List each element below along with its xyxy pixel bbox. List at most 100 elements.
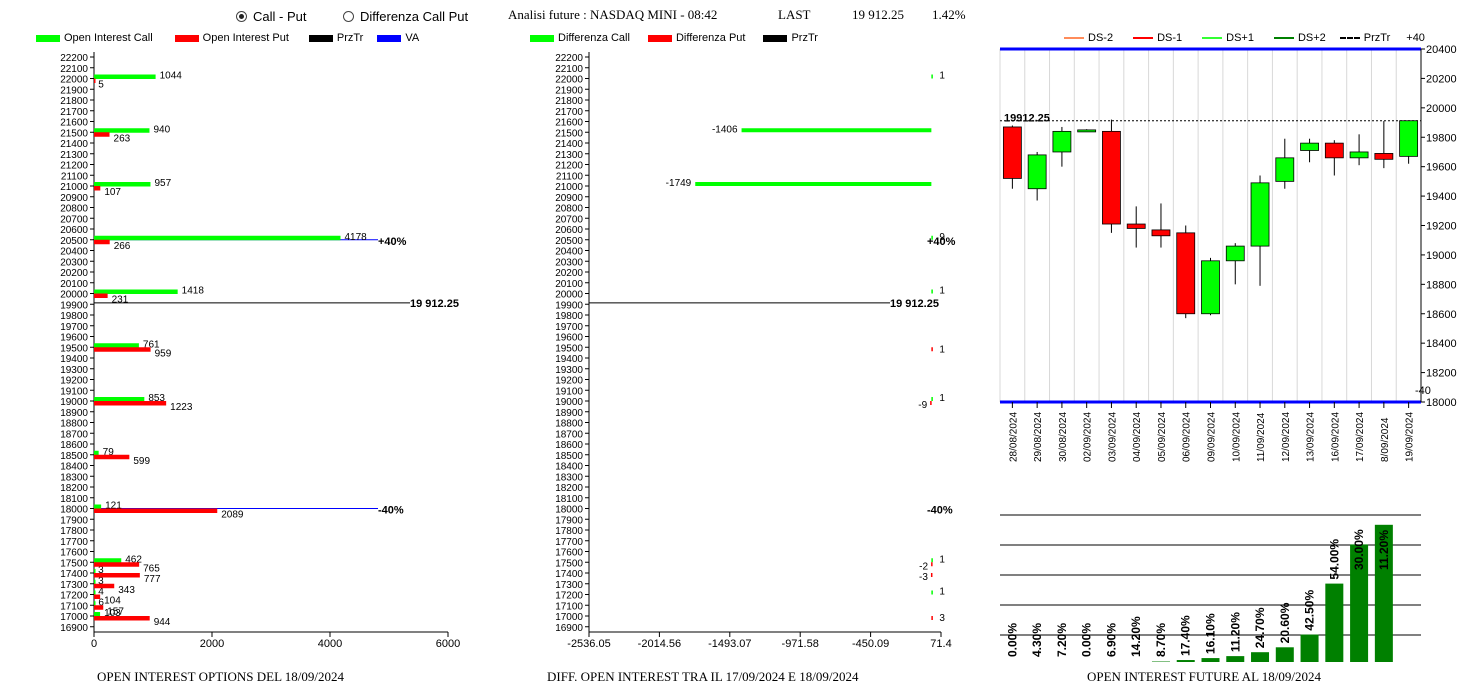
radio-selected-icon[interactable] — [236, 11, 247, 22]
y-tick-label-1: 20100 — [60, 279, 88, 290]
call-value-label: 462 — [125, 554, 142, 565]
y-tick-label-2: 19500 — [555, 343, 583, 354]
future-oi-bar — [1374, 524, 1393, 662]
prztr-label-1: 19 912.25 — [410, 298, 459, 310]
future-oi-label: 24.70% — [1253, 607, 1267, 648]
y-tick-label-2: 20900 — [555, 193, 583, 204]
y-tick-label-2: 20800 — [555, 204, 583, 215]
diff-call-label: 9 — [939, 232, 945, 243]
x-tick-label-1: 6000 — [436, 638, 460, 650]
radio-differenza[interactable]: Differenza Call Put — [343, 9, 468, 24]
call-value-label: 1418 — [182, 286, 205, 297]
x-tick-label-3: 13/09/2024 — [1306, 412, 1317, 462]
y-tick-label-2: 19100 — [555, 386, 583, 397]
y-tick-label-1: 19400 — [60, 354, 88, 365]
legend-panel2: Differenza Call Differenza Put PrzTr — [530, 32, 818, 44]
diff-call-bar — [695, 182, 932, 186]
y-tick-label-2: 22100 — [555, 64, 583, 75]
call-value-label: 3 — [98, 576, 104, 587]
put-value-label: 599 — [133, 456, 150, 467]
x-tick-label-3: 04/09/2024 — [1132, 412, 1143, 462]
radio-call-put[interactable]: Call - Put — [236, 9, 306, 24]
future-oi-label: 42.50% — [1303, 590, 1317, 631]
future-oi-bar — [1325, 583, 1344, 662]
y-tick-label-1: 18300 — [60, 472, 88, 483]
y-tick-label-2: 18200 — [555, 483, 583, 494]
legend-line-ds-m2 — [1064, 37, 1084, 39]
y-tick-label-2: 18300 — [555, 472, 583, 483]
put-value-label: 2089 — [221, 510, 244, 521]
x-tick-label-2: -2536.05 — [567, 638, 610, 650]
put-value-label: 266 — [114, 241, 131, 252]
x-tick-label-3: 17/09/2024 — [1355, 412, 1366, 462]
call-bar — [94, 569, 96, 574]
legend-put-label: Open Interest Put — [202, 32, 289, 44]
y-tick-label-1: 21800 — [60, 96, 88, 107]
y-tick-label-1: 20800 — [60, 204, 88, 215]
header-last-value: 19 912.25 — [852, 7, 904, 22]
future-oi-bar — [1251, 652, 1270, 662]
y-tick-label-2: 18700 — [555, 429, 583, 440]
call-bar — [94, 450, 99, 456]
x-tick-label-2: -971.58 — [782, 638, 819, 650]
diff-put-bar — [930, 401, 932, 405]
y-tick-label-2: 19400 — [555, 354, 583, 365]
x-tick-label-3: 09/09/2024 — [1207, 412, 1218, 462]
call-bar — [94, 590, 96, 595]
x-tick-label-3: 12/09/2024 — [1281, 412, 1292, 462]
y-tick-label-2: 21400 — [555, 139, 583, 150]
put-bar — [94, 616, 150, 621]
radio-unselected-icon[interactable] — [343, 11, 354, 22]
y-tick-label-2: 17900 — [555, 515, 583, 526]
legend-prztr2-label: PrzTr — [791, 32, 818, 44]
candle-body — [1201, 260, 1220, 315]
candle-body — [1324, 142, 1344, 159]
put-bar — [94, 347, 151, 352]
y-tick-label-1: 19600 — [60, 333, 88, 344]
call-value-label: 4178 — [345, 232, 368, 243]
y-tick-label-1: 18100 — [60, 494, 88, 505]
y-tick-label-3: 19400 — [1426, 191, 1457, 203]
y-tick-label-2: 21100 — [556, 171, 584, 182]
y-tick-label-1: 19100 — [60, 386, 88, 397]
call-value-label: 3 — [98, 565, 104, 576]
y-tick-label-1: 18400 — [60, 462, 88, 473]
y-tick-label-2: 17800 — [555, 526, 583, 537]
y-tick-label-3: 19600 — [1426, 162, 1457, 174]
candle-body — [1275, 157, 1295, 182]
candle-body — [1151, 229, 1171, 237]
legend-line-prztr3 — [1339, 37, 1360, 39]
diff-call-label: 1 — [939, 554, 945, 565]
y-tick-label-2: 21200 — [555, 161, 583, 172]
x-tick-label-3: 05/09/2024 — [1157, 412, 1168, 462]
x-tick-label-3: 06/09/2024 — [1182, 412, 1193, 462]
future-oi-label: 30.00% — [1352, 529, 1366, 570]
diff-put-label: -3 — [919, 572, 928, 583]
legend-panel3: DS-2 DS-1 DS+1 DS+2 PrzTr +40 — [1064, 32, 1425, 44]
legend-swatch-diff-put — [647, 34, 672, 42]
y-tick-label-2: 19200 — [555, 376, 583, 387]
y-tick-label-3: 19200 — [1426, 221, 1457, 233]
legend-plus40-label: +40 — [1406, 32, 1425, 44]
legend-swatch-va — [377, 34, 402, 42]
y-tick-label-1: 19500 — [60, 343, 88, 354]
y-tick-label-3: 20000 — [1426, 103, 1457, 115]
diff-call-bar — [931, 289, 933, 294]
lower-band-label: -40 — [1415, 385, 1431, 397]
y-tick-label-2: 19000 — [555, 397, 583, 408]
legend-prztr-label: PrzTr — [336, 32, 364, 44]
call-value-label: 761 — [143, 339, 160, 350]
call-value-label: 4 — [98, 587, 104, 598]
call-bar — [94, 74, 156, 79]
y-tick-label-1: 21600 — [60, 118, 88, 129]
y-tick-label-1: 17800 — [60, 526, 88, 537]
y-tick-label-1: 17600 — [60, 548, 88, 559]
legend-ds-m1-label: DS-1 — [1157, 32, 1183, 44]
future-oi-label: 6.90% — [1104, 623, 1118, 657]
diff-call-bar — [931, 235, 933, 240]
caption-options: OPEN INTEREST OPTIONS DEL 18/09/2024 — [97, 669, 344, 684]
put-bar — [94, 573, 140, 578]
put-bar — [94, 239, 110, 245]
y-tick-label-2: 17600 — [555, 548, 583, 559]
call-value-label: 957 — [154, 178, 171, 189]
